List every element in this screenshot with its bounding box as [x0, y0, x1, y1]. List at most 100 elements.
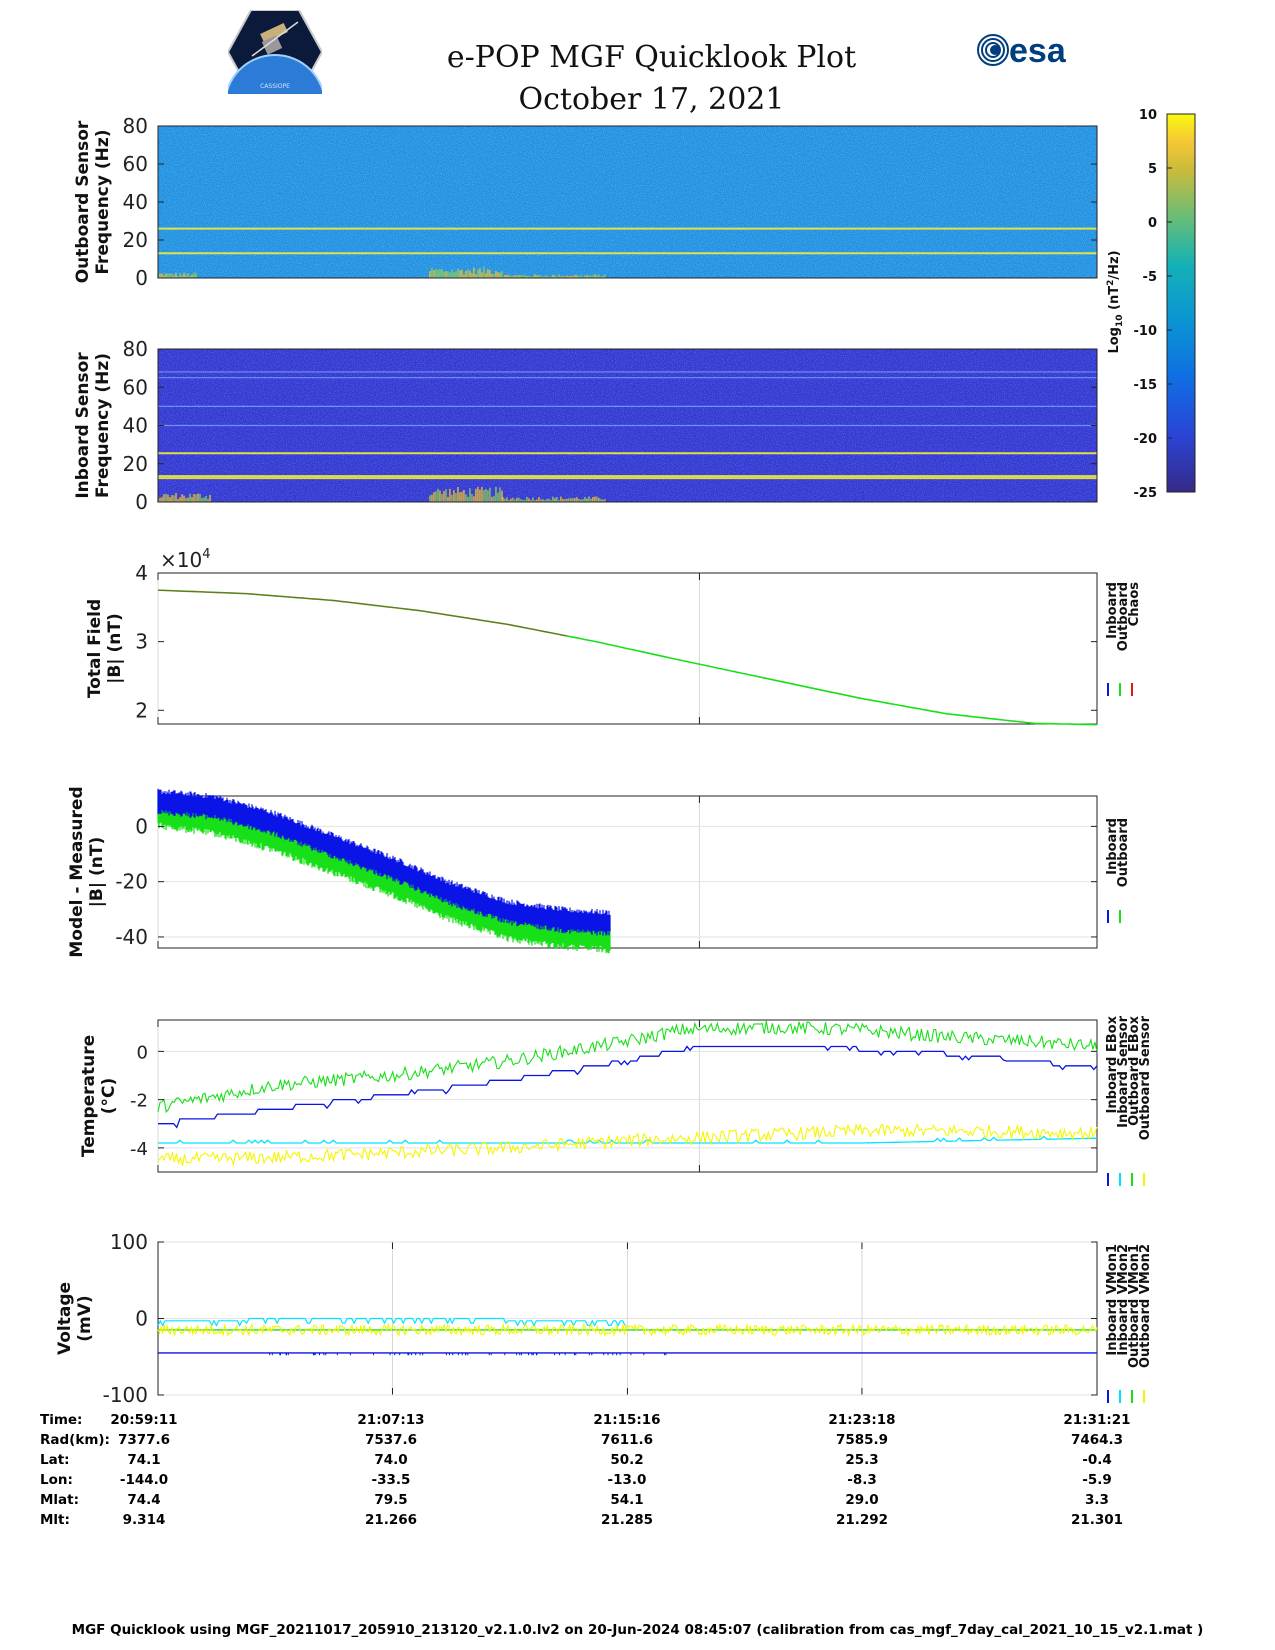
info-row-value: 21:07:13	[357, 1412, 425, 1428]
info-row-value: 21:23:18	[828, 1412, 896, 1428]
info-row-value: 21:31:21	[1063, 1412, 1131, 1428]
info-row-value: 7464.3	[1070, 1432, 1124, 1448]
total-field-exponent-power: 4	[202, 547, 210, 562]
info-row-value: 54.1	[610, 1492, 644, 1508]
p3-ytick-label: 3	[135, 630, 148, 654]
voltage-inboard-vmon2-line	[157, 1317, 626, 1327]
colorbar-tick-label: 10	[1139, 108, 1157, 123]
model-minus-measured-panel: 0 -20 -40 Model - Measured |B| (nT) Inboar…	[67, 786, 1131, 957]
model-measured-ylabel-2: |B| (nT)	[87, 837, 107, 908]
total-field-ylabel-2: |B| (nT)	[105, 613, 125, 684]
total-field-panel: 432 ×104 Total Field |B| (nT) InboardOut…	[85, 547, 1142, 726]
voltage-outboard-vmon2-line	[157, 1322, 1098, 1337]
info-row-label: Rad(km):	[40, 1432, 110, 1448]
info-row-value: 9.314	[122, 1512, 166, 1528]
p1-ytick-label: 40	[123, 190, 148, 214]
temperature-inboard-ebox-line	[158, 1045, 1098, 1129]
info-row-value: 7537.6	[364, 1432, 418, 1448]
info-row-value: 20:59:11	[110, 1412, 178, 1428]
inboard-ylabel-1: Inboard Sensor	[73, 352, 93, 499]
model-measured-ylabel-1: Model - Measured	[67, 786, 87, 957]
temperature-outboard-sensor-line	[157, 1122, 1098, 1167]
colorbar-tick-label: -15	[1134, 378, 1158, 393]
p5-legend-label: Outboard Sensor	[1138, 1015, 1153, 1140]
colorbar-label: Log10 (nT2/Hz)	[1106, 250, 1125, 353]
colorbar-tick-label: 0	[1148, 216, 1157, 231]
info-row-label: Lat:	[40, 1452, 70, 1468]
outboard-spectrogram-panel: 80 60 40 20 0 Outboard Sensor Frequency (Hz)	[73, 114, 1098, 290]
p3-legend-label: Chaos	[1127, 582, 1142, 626]
total-field-exponent: ×104	[160, 547, 211, 572]
p3-legend-label: Outboard	[1116, 582, 1131, 651]
p6-ytick-label: 100	[110, 1230, 148, 1254]
p3-ytick-label: 2	[135, 698, 148, 722]
info-row-value: 3.3	[1085, 1492, 1109, 1508]
p2-ytick-label: 60	[123, 375, 148, 399]
info-row-value: 21.301	[1070, 1512, 1124, 1528]
p2-ytick-label: 40	[123, 414, 148, 438]
p4-ytick-label: -20	[115, 870, 148, 894]
p6-ytick-label: 0	[135, 1307, 148, 1331]
model-minus-measured-axes	[157, 795, 1098, 949]
p1-ytick-label: 80	[123, 114, 148, 138]
p1-ytick-label: 20	[123, 228, 148, 252]
info-row-label: Mlat:	[40, 1492, 80, 1508]
total-field-chaos-line	[157, 589, 567, 637]
info-row-value: 7585.9	[835, 1432, 889, 1448]
info-row-value: -5.9	[1082, 1472, 1112, 1488]
info-row-value: 21.266	[364, 1512, 418, 1528]
temperature-axes	[157, 1019, 1098, 1173]
outboard-ylabel-1: Outboard Sensor	[73, 120, 93, 283]
voltage-ylabel-1: Voltage	[55, 1282, 75, 1355]
p6-legend-label: Outboard VMon2	[1138, 1244, 1153, 1368]
plot-title: e-POP MGF Quicklook Plot	[446, 40, 857, 75]
cassiope-logo-text: CASSIOPE	[260, 83, 290, 90]
colorbar-tick-label: -20	[1134, 432, 1158, 447]
info-row-value: 79.5	[374, 1492, 408, 1508]
voltage-panel: 100 0 -100 Voltage (mV) Inboard VMon1Inboa…	[55, 1230, 1153, 1407]
total-field-ylabel-1: Total Field	[85, 599, 105, 698]
plot-date: October 17, 2021	[518, 82, 785, 117]
info-row-value: 50.2	[610, 1452, 644, 1468]
info-row-value: 7611.6	[600, 1432, 654, 1448]
colorbar-label-sup: 2	[1106, 280, 1116, 286]
p3-legend-label: Inboard	[1105, 582, 1120, 639]
info-row-value: 21.292	[835, 1512, 889, 1528]
info-row-label: Mlt:	[40, 1512, 70, 1528]
temperature-outboard-ebox-line	[157, 1020, 1098, 1114]
p5-ytick-label: -4	[130, 1139, 148, 1160]
p5-ytick-label: 0	[137, 1042, 148, 1063]
total-field-exponent-base: ×10	[160, 548, 202, 572]
info-row-value: 21.285	[600, 1512, 654, 1528]
outboard-spectrogram-noise	[158, 126, 1097, 278]
colorbar-label-per-hz: /Hz)	[1107, 250, 1122, 279]
p6-ytick-label: -100	[103, 1383, 148, 1407]
info-row-value: -13.0	[607, 1472, 647, 1488]
p3-ytick-label: 4	[135, 561, 148, 585]
p4-ytick-label: -40	[115, 925, 148, 949]
info-row-value: -0.4	[1082, 1452, 1112, 1468]
esa-logo-icon: esa	[977, 32, 1067, 70]
colorbar-label-units: (nT	[1107, 286, 1122, 315]
p2-ytick-label: 20	[123, 452, 148, 476]
inboard-spectrogram-panel: 80 60 40 20 0 Inboard Sensor Frequency (Hz)	[73, 337, 1098, 514]
info-row-value: 7377.6	[117, 1432, 171, 1448]
info-row-label: Time:	[40, 1412, 83, 1428]
cassiope-satellite-logo-icon: CASSIOPE	[228, 10, 322, 94]
esa-logo-text: esa	[1009, 32, 1067, 70]
voltage-ylabel-2: (mV)	[75, 1295, 95, 1341]
p2-ytick-label: 0	[135, 490, 148, 514]
info-row-value: 21:15:16	[593, 1412, 661, 1428]
colorbar-tick-label: -25	[1134, 486, 1158, 501]
info-row-label: Lon:	[40, 1472, 73, 1488]
temperature-panel: 0 -2 -4 Temperature (°C) Inboard EBoxInboa…	[79, 1015, 1153, 1186]
colorbar-tick-label: -10	[1134, 324, 1158, 339]
p5-ytick-label: -2	[130, 1091, 148, 1112]
colorbar-label-log: Log	[1107, 327, 1122, 354]
footer-caption: MGF Quicklook using MGF_20211017_205910_…	[71, 1622, 1204, 1638]
